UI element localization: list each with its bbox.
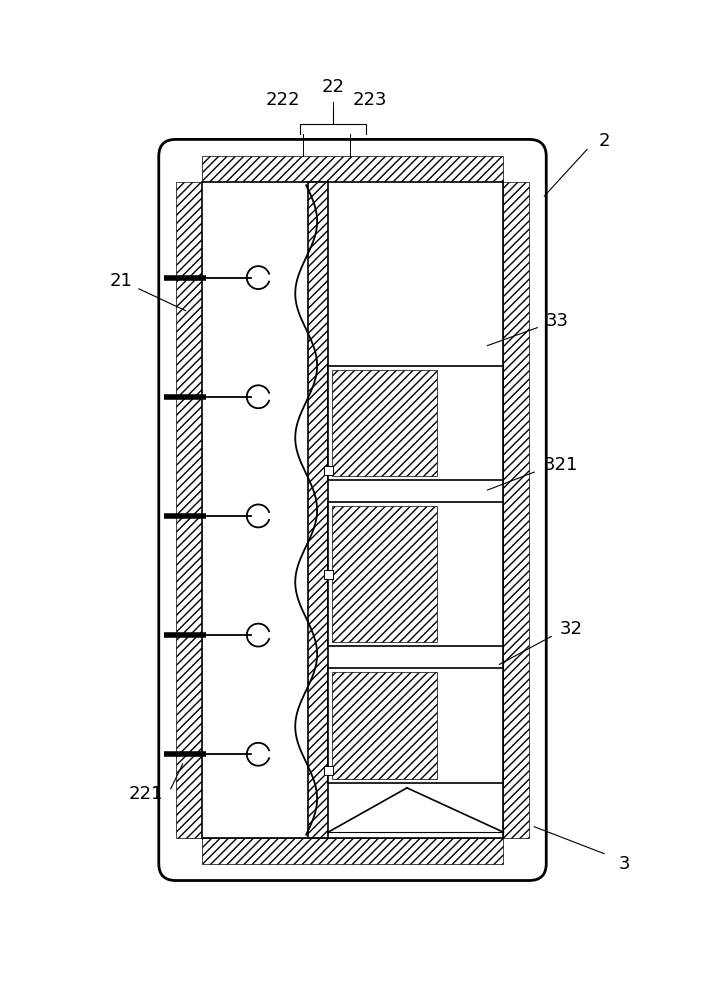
Bar <box>328 668 503 783</box>
Bar <box>324 570 333 579</box>
Text: 2: 2 <box>598 132 610 150</box>
Bar <box>332 672 437 779</box>
Bar <box>328 502 503 646</box>
Text: 223: 223 <box>353 91 387 109</box>
Bar <box>324 766 333 775</box>
Bar <box>202 838 503 864</box>
Bar <box>324 466 333 475</box>
Bar <box>202 156 503 182</box>
Text: 32: 32 <box>560 620 582 638</box>
Text: 22: 22 <box>321 78 345 96</box>
Text: 33: 33 <box>546 312 569 330</box>
Bar <box>332 506 437 642</box>
Bar <box>308 182 328 838</box>
Text: 222: 222 <box>266 91 301 109</box>
FancyBboxPatch shape <box>159 139 546 881</box>
Bar <box>332 370 437 476</box>
Bar <box>503 182 529 838</box>
Bar <box>176 182 202 838</box>
Bar <box>202 182 503 838</box>
Bar <box>328 366 503 480</box>
Text: 21: 21 <box>109 272 132 290</box>
Text: 321: 321 <box>544 456 578 474</box>
Text: 221: 221 <box>129 785 163 803</box>
Text: 3: 3 <box>618 855 630 873</box>
